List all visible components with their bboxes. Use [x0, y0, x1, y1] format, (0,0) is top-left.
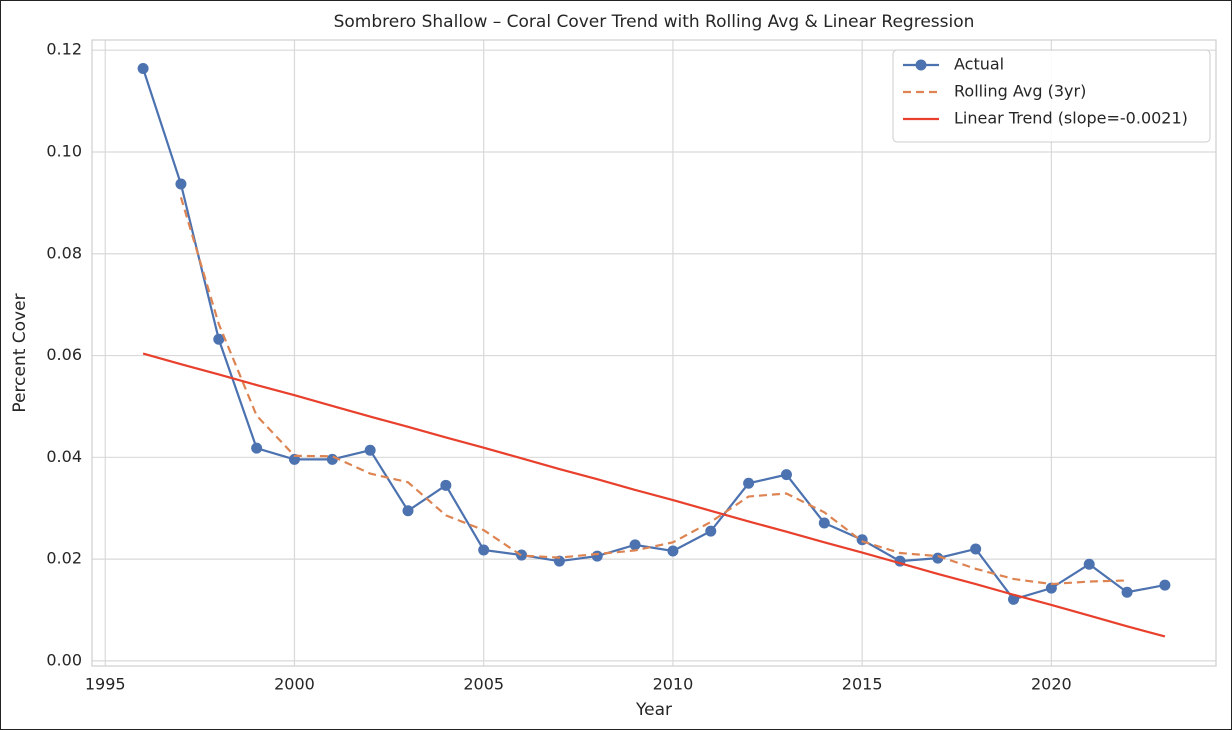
data-point — [440, 479, 452, 491]
data-point — [932, 552, 944, 564]
x-axis-label: Year — [635, 700, 672, 720]
data-point — [516, 549, 528, 561]
legend-marker — [915, 59, 927, 71]
x-tick-label: 2015 — [842, 675, 883, 694]
data-point — [175, 178, 187, 190]
data-point — [478, 544, 490, 556]
series-line — [179, 196, 1128, 586]
data-point — [251, 442, 263, 454]
legend-label: Rolling Avg (3yr) — [954, 82, 1086, 101]
legend-label: Actual — [954, 55, 1004, 74]
data-point — [326, 453, 338, 465]
x-tick-label: 2005 — [463, 675, 504, 694]
data-point — [743, 477, 755, 489]
data-point — [818, 517, 830, 529]
data-point — [591, 550, 603, 562]
data-point — [1159, 579, 1171, 591]
series-line — [142, 352, 1166, 638]
y-tick-label: 0.06 — [46, 345, 82, 364]
data-point — [780, 469, 792, 481]
data-point — [137, 63, 149, 75]
y-tick-label: 0.02 — [46, 549, 82, 568]
data-point — [629, 539, 641, 551]
legend-box — [892, 49, 1211, 143]
x-tick-label: 2010 — [653, 675, 694, 694]
y-tick-label: 0.04 — [46, 447, 82, 466]
plot-area-border — [91, 39, 1217, 667]
data-point — [364, 444, 376, 456]
y-tick-label: 0.12 — [46, 40, 82, 59]
legend-label: Linear Trend (slope=-0.0021) — [954, 109, 1188, 128]
y-axis-label: Percent Cover — [10, 293, 30, 412]
data-point — [1045, 582, 1057, 594]
y-tick-label: 0.10 — [46, 141, 82, 160]
y-tick-label: 0.08 — [46, 243, 82, 262]
x-tick-label: 1995 — [85, 675, 126, 694]
data-point — [705, 525, 717, 537]
data-point — [667, 545, 679, 557]
chart-title: Sombrero Shallow – Coral Cover Trend wit… — [334, 12, 975, 32]
x-tick-label: 2020 — [1031, 675, 1072, 694]
x-tick-label: 2000 — [274, 675, 315, 694]
data-point — [213, 333, 225, 345]
y-tick-label: 0.00 — [46, 650, 82, 669]
data-point — [1083, 558, 1095, 570]
data-point — [970, 543, 982, 555]
data-point — [1121, 586, 1133, 598]
data-point — [402, 505, 414, 517]
